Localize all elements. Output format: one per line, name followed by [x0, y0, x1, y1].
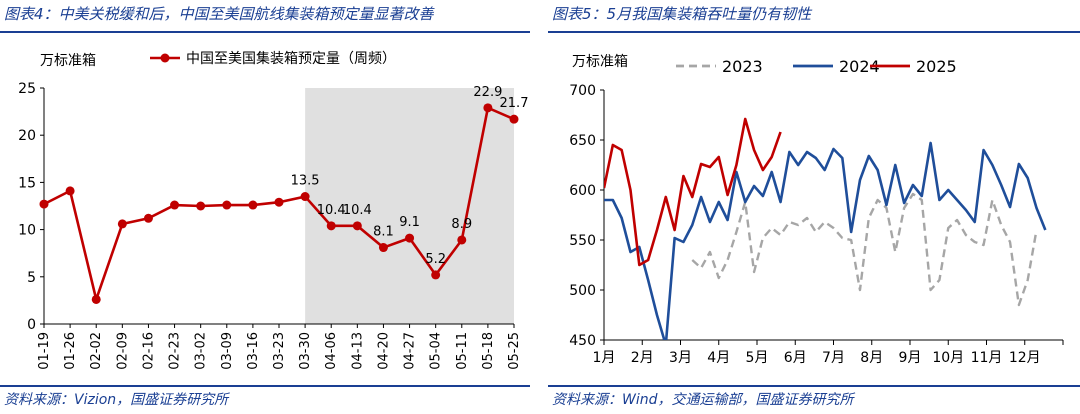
right-chart: 450 500 550 600 650 700 1月 2月 3月 4月 5月 6月 7月 8月 9月 10月 1…: [569, 54, 1064, 366]
y-tick-label: 550: [569, 233, 596, 249]
y-tick-label: 0: [27, 317, 36, 333]
left-figure-title: 图表4：中美关税缓和后，中国至美国航线集装箱预定量显著改善: [4, 5, 434, 23]
data-point: [222, 200, 232, 210]
x-tick-label: 03-16: [246, 332, 261, 370]
data-label: 8.9: [451, 217, 472, 232]
right-source-note: 资料来源：Wind，交通运输部，国盛证券研究所: [552, 392, 854, 408]
right-panel: 图表5：5月我国集装箱吞吐量仍有韧性 450 500 550 600 650 700 1月 2…: [548, 0, 1080, 414]
x-tick-label: 3月: [669, 350, 692, 366]
right-top-rule: [548, 31, 1080, 33]
data-label: 22.9: [473, 85, 502, 100]
data-label: 5.2: [425, 252, 446, 267]
right-figure-title: 图表5：5月我国集装箱吞吐量仍有韧性: [552, 5, 812, 23]
x-tick-label: 12月: [1009, 350, 1041, 366]
x-tick-label: 01-19: [37, 332, 52, 370]
y-tick-label: 600: [569, 183, 596, 199]
x-tick-label: 01-26: [63, 332, 78, 370]
x-tick-label: 04-20: [376, 332, 391, 370]
data-point: [509, 114, 519, 124]
x-tick-label: 05-04: [429, 332, 444, 370]
data-point: [196, 201, 206, 211]
data-point: [483, 103, 493, 113]
x-tick-label: 9月: [899, 350, 922, 366]
legend-label-2025: 2025: [916, 57, 957, 76]
y-tick-label: 650: [569, 133, 596, 149]
data-point: [457, 235, 467, 245]
legend-label-2023: 2023: [722, 57, 763, 76]
data-point: [431, 270, 441, 280]
data-label: 9.1: [399, 215, 420, 230]
data-point: [352, 221, 362, 231]
x-tick-label: 03-30: [298, 332, 313, 370]
x-tick-label: 04-13: [350, 332, 365, 370]
series-line-2024: [604, 141, 1047, 340]
x-tick-label: 8月: [860, 350, 883, 366]
x-tick-label: 1月: [593, 350, 616, 366]
data-point: [170, 200, 180, 210]
x-tick-label: 11月: [971, 350, 1003, 366]
y-tick-label: 500: [569, 283, 596, 299]
y-tick-label: 25: [18, 81, 36, 97]
x-tick-label: 4月: [707, 350, 730, 366]
legend-label: 中国至美国集装箱预定量（周频）: [186, 50, 396, 67]
x-tick-label: 5月: [746, 350, 769, 366]
x-tick-label: 7月: [822, 350, 845, 366]
x-tick-label: 03-02: [194, 332, 209, 370]
x-tick-label: 02-16: [141, 332, 156, 370]
x-tick-label: 6月: [784, 350, 807, 366]
data-point: [117, 219, 127, 229]
x-tick-label: 2月: [631, 350, 654, 366]
legend: 中国至美国集装箱预定量（周频）: [150, 50, 396, 67]
data-label: 13.5: [291, 174, 320, 189]
x-tick-label: 05-25: [507, 332, 522, 370]
data-point: [91, 294, 101, 304]
right-bottom-rule: [548, 385, 1080, 387]
y-tick-label: 5: [27, 270, 36, 286]
y-tick-label: 15: [18, 175, 36, 191]
series-line-2025: [604, 117, 782, 267]
series-line-2023: [691, 192, 1038, 307]
y-tick-label: 10: [18, 223, 36, 239]
legend-label-2024: 2024: [839, 57, 880, 76]
y-axis-label: 万标准箱: [572, 54, 628, 70]
data-point: [378, 243, 388, 253]
y-tick-label: 700: [569, 83, 596, 99]
shaded-period: [305, 88, 514, 324]
data-point: [405, 233, 415, 243]
x-tick-label: 02-23: [168, 332, 183, 370]
x-tick-label: 05-11: [455, 332, 470, 370]
left-panel: 图表4：中美关税缓和后，中国至美国航线集装箱预定量显著改善 0 5 10 15 20 25…: [0, 0, 530, 414]
y-tick-label: 450: [569, 333, 596, 349]
data-point: [326, 221, 336, 231]
y-axis-label: 万标准箱: [40, 53, 96, 69]
data-point: [274, 197, 284, 207]
y-tick-label: 20: [18, 128, 36, 144]
data-label: 8.1: [373, 225, 394, 240]
series-group: [604, 117, 1047, 340]
x-tick-label: 03-23: [272, 332, 287, 370]
x-tick-label: 02-02: [89, 332, 104, 370]
x-tick-label: 04-27: [403, 332, 418, 370]
data-label: 10.4: [317, 203, 346, 218]
legend: 2023 2024 2025: [676, 57, 957, 76]
left-top-rule: [0, 31, 530, 33]
data-point: [248, 200, 258, 210]
x-tick-label: 04-06: [324, 332, 339, 370]
data-point: [300, 192, 310, 202]
left-bottom-rule: [0, 385, 530, 387]
data-point: [65, 186, 75, 196]
legend-marker: [160, 53, 170, 63]
x-tick-label: 10月: [932, 350, 964, 366]
data-point: [39, 199, 49, 209]
data-label: 21.7: [500, 96, 529, 111]
x-tick-label: 05-18: [481, 332, 496, 370]
x-tick-label: 02-09: [115, 332, 130, 370]
left-source-note: 资料来源：Vizion，国盛证券研究所: [4, 392, 229, 408]
x-tick-label: 03-09: [220, 332, 235, 370]
left-chart: 0 5 10 15 20 25 01-19 01-26 02-02 02-09 02-16 02-23…: [18, 50, 529, 370]
data-point: [143, 213, 153, 223]
data-label: 10.4: [343, 203, 372, 218]
